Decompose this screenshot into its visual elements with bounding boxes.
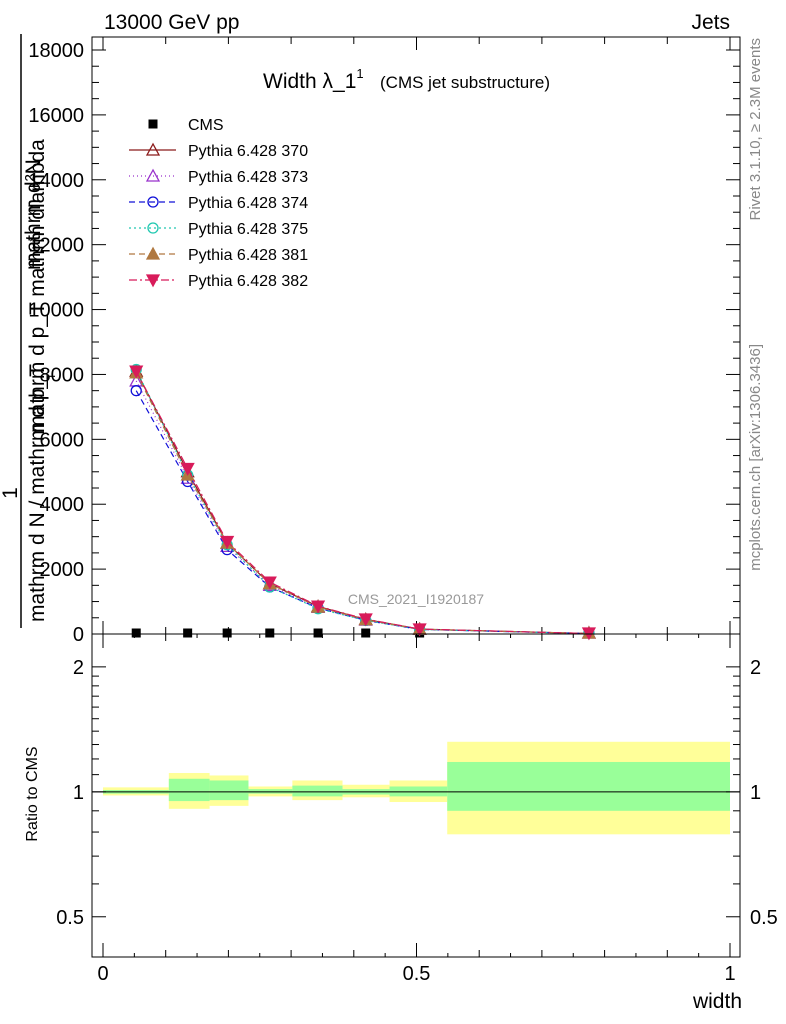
legend: CMS Pythia 6.428 370 Pythia 6.428 373 Pythi… (129, 117, 308, 290)
data-point-marker (412, 623, 427, 637)
main-series-group (129, 363, 597, 641)
header-right-label: Jets (691, 11, 730, 34)
x-tick-label: 1 (724, 963, 735, 985)
ratio-band-bin (168, 778, 210, 802)
x-axis-label: width (692, 990, 742, 1013)
main-y-tick-label: 14000 (28, 170, 84, 192)
data-point-marker (145, 142, 161, 156)
main-y-tick-label: 4000 (40, 494, 85, 516)
ylabel-numerator-line2: mathrm d p_T mathrm dlambda (26, 139, 49, 433)
main-y-axis-label: mathrm d²N mathrm d p_T mathrm dlambda 1… (0, 34, 58, 628)
ratio-axis-ticks: 0.5 0.5 1 1 2 2 0 0.5 1 (56, 634, 778, 985)
ratio-y-tick-label: 1 (73, 782, 84, 804)
legend-label: Pythia 6.428 381 (188, 247, 308, 264)
legend-entry: Pythia 6.428 382 (129, 273, 308, 290)
data-point-marker (262, 576, 277, 590)
analysis-watermark: CMS_2021_I1920187 (348, 591, 484, 607)
legend-entry: Pythia 6.428 370 (129, 142, 308, 160)
legend-label: Pythia 6.428 374 (188, 195, 308, 212)
legend-label: Pythia 6.428 382 (188, 273, 308, 290)
ratio-y-tick-label: 0.5 (56, 907, 84, 929)
main-axis-ticks: 0 2000 4000 6000 8000 10000 12000 14000 16000 180… (28, 37, 740, 646)
data-point-marker (147, 196, 159, 208)
data-point-marker (180, 462, 195, 476)
series-line (135, 370, 589, 635)
chart-subtitle: (CMS jet substructure) (380, 73, 550, 92)
data-point-marker (220, 535, 235, 549)
main-y-tick-label: 6000 (40, 429, 85, 451)
main-y-tick-label: 2000 (40, 559, 85, 581)
data-point-marker (361, 628, 371, 638)
main-y-tick-label: 18000 (28, 40, 84, 62)
data-point-marker (130, 385, 142, 397)
legend-entry: CMS (148, 117, 224, 134)
chart-title: Width λ_11 (263, 66, 364, 93)
legend-entry: Pythia 6.428 373 (129, 168, 308, 186)
rivet-version-label: Rivet 3.1.10, ≥ 2.3M events (747, 38, 764, 221)
ratio-y-label: Ratio to CMS (24, 746, 41, 841)
data-point-marker (147, 222, 159, 234)
data-point-marker (145, 246, 161, 260)
data-point-marker (265, 628, 275, 638)
data-point-marker (183, 628, 193, 638)
main-panel: 0 2000 4000 6000 8000 10000 12000 14000 16000 180… (28, 36, 741, 646)
data-point-marker (313, 628, 323, 638)
main-y-tick-label: 8000 (40, 364, 85, 386)
ratio-frame (91, 633, 741, 958)
legend-label: Pythia 6.428 375 (188, 221, 308, 238)
header-left-label: 13000 GeV pp (104, 11, 239, 34)
legend-entry: Pythia 6.428 375 (129, 221, 308, 238)
data-point-marker (145, 168, 161, 182)
data-point-marker (129, 365, 144, 379)
ratio-y-tick-label-right: 2 (750, 657, 761, 679)
legend-entry: Pythia 6.428 381 (129, 246, 308, 264)
data-point-marker (358, 613, 373, 627)
ylabel-numerator: mathrm d²N (22, 159, 45, 270)
main-y-tick-label: 12000 (28, 235, 84, 257)
series-0 (131, 628, 594, 638)
ratio-y-tick-label: 2 (73, 657, 84, 679)
series-6 (129, 365, 597, 641)
mcplots-label: mcplots.cern.ch [arXiv:1306.3436] (747, 344, 764, 571)
ratio-bands (103, 741, 730, 835)
main-y-tick-label: 16000 (28, 105, 84, 127)
legend-label: CMS (188, 117, 224, 134)
main-y-tick-label: 0 (73, 624, 84, 646)
ratio-band-bin (209, 780, 249, 801)
ratio-band-bin (447, 761, 730, 811)
chart-title-superscript: 1 (356, 66, 363, 81)
legend-label: Pythia 6.428 370 (188, 143, 308, 160)
chart-title-main: Width λ_1 (263, 70, 356, 93)
legend-label: Pythia 6.428 373 (188, 169, 308, 186)
data-point-marker (148, 119, 158, 129)
main-y-tick-label: 10000 (28, 300, 84, 322)
ylabel-denominator: mathrm d N / mathrm d p_T (26, 364, 49, 622)
legend-entry: Pythia 6.428 374 (129, 195, 308, 212)
x-tick-label: 0 (97, 963, 108, 985)
ylabel-denominator-subscript: T (44, 372, 58, 380)
ratio-y-tick-label-right: 0.5 (750, 907, 778, 929)
ratio-band-bin (292, 785, 343, 797)
data-point-marker (222, 628, 232, 638)
data-point-marker (131, 628, 141, 638)
ratio-y-tick-label-right: 1 (750, 782, 761, 804)
data-point-marker (310, 600, 326, 614)
ylabel-fraction-one: 1 (0, 487, 22, 499)
x-tick-label: 0.5 (403, 963, 431, 985)
data-point-marker (145, 274, 161, 288)
ratio-panel: 0.5 0.5 1 1 2 2 0 0.5 1 (56, 633, 778, 985)
